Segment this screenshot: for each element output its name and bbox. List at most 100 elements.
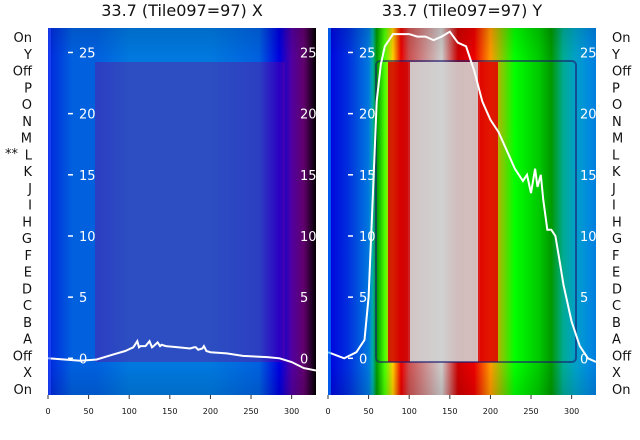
y-tick-label-edge: 25	[300, 46, 317, 61]
y-tick-label: 0	[359, 352, 367, 367]
y-tick-label-edge: 10	[300, 230, 317, 245]
row-label: J	[611, 182, 616, 197]
x-tick-label: 100	[402, 407, 417, 416]
chart-title: 33.7 (Tile097=97) Y	[382, 1, 543, 20]
left-edge-marker	[48, 28, 51, 395]
chart-panel-y: 33.7 (Tile097=97) Y 0 0 5 5 10 10 15 15 20 20 25 25…	[325, 1, 632, 416]
x-tick-label: 300	[564, 407, 579, 416]
x-tick-labels: 0 50 100 150 200 250 300	[325, 395, 579, 416]
row-label: Off	[612, 65, 632, 80]
row-label: On	[612, 31, 630, 46]
row-label: On	[612, 383, 630, 398]
row-label: I	[612, 199, 616, 214]
row-label: P	[612, 81, 620, 96]
y-tick-label-edge: 5	[300, 291, 308, 306]
row-label: O	[22, 98, 32, 113]
x-tick-labels: 0 50 100 150 200 250 300	[45, 395, 299, 416]
row-label: N	[22, 115, 32, 130]
row-label: On	[14, 383, 32, 398]
y-tick-label-edge: 0	[300, 352, 308, 367]
x-tick-label: 250	[243, 407, 258, 416]
row-label: N	[612, 115, 622, 130]
row-label: G	[612, 232, 622, 247]
row-label: L	[25, 148, 33, 163]
row-label: E	[24, 266, 32, 281]
row-label: H	[612, 215, 622, 230]
row-label: Y	[611, 48, 620, 63]
row-label: A	[23, 333, 32, 348]
row-label: M	[612, 132, 623, 147]
x-tick-label: 0	[325, 407, 330, 416]
row-label: F	[612, 249, 619, 264]
x-tick-label: 150	[442, 407, 457, 416]
row-label: X	[23, 366, 32, 381]
y-tick-label-edge: 20	[580, 108, 597, 123]
profile-line	[48, 338, 316, 372]
x-tick-label: 250	[523, 407, 538, 416]
y-tick-label-edge: 5	[580, 291, 588, 306]
y-tick-label-edge: 15	[580, 169, 597, 184]
y-tick-label: 10	[79, 230, 96, 245]
y-tick-label: 10	[359, 230, 376, 245]
y-tick-label: 25	[359, 46, 376, 61]
row-label: X	[612, 366, 621, 381]
x-tick-label: 300	[284, 407, 299, 416]
y-tick-label: 5	[359, 291, 367, 306]
row-label: G	[22, 232, 32, 247]
row-label: K	[612, 165, 621, 180]
row-label: D	[612, 282, 622, 297]
row-label: Off	[13, 349, 33, 364]
y-tick-label-edge: 10	[580, 230, 597, 245]
row-label: C	[612, 299, 621, 314]
row-label: J	[27, 182, 32, 197]
y-tick-label-edge: 20	[300, 108, 317, 123]
y-tick-labels: 0 0 5 5 10 10 15 15 20 20 25 25	[68, 46, 317, 367]
row-label: I	[28, 199, 32, 214]
row-label: H	[22, 215, 32, 230]
row-label: L	[612, 148, 620, 163]
row-label: A	[612, 333, 621, 348]
x-tick-label: 50	[364, 407, 374, 416]
x-tick-label: 150	[162, 407, 177, 416]
heatmap-row-shade	[328, 28, 596, 395]
y-tick-label: 15	[359, 169, 376, 184]
y-tick-label: 20	[359, 108, 376, 123]
row-label: B	[612, 316, 621, 331]
heatmap-row-shade	[48, 28, 316, 395]
y-tick-label-edge: 15	[300, 169, 317, 184]
row-label: Off	[612, 349, 632, 364]
profile-line	[328, 30, 596, 363]
y-tick-label: 25	[79, 46, 96, 61]
y-tick-labels: 0 0 5 5 10 10 15 15 20 20 25 25	[348, 46, 597, 367]
left-edge-marker	[328, 28, 331, 395]
x-tick-label: 200	[483, 407, 498, 416]
y-tick-label: 0	[79, 352, 87, 367]
heatmap-area: 0 0 5 5 10 10 15 15 20 20 25 25	[328, 28, 597, 395]
chart-title: 33.7 (Tile097=97) X	[101, 1, 263, 20]
y-tick-label-edge: 25	[580, 46, 597, 61]
row-label: Off	[13, 65, 33, 80]
x-tick-label: 200	[203, 407, 218, 416]
y-tick-label: 5	[79, 291, 87, 306]
row-label: D	[22, 282, 32, 297]
row-label: M	[21, 132, 32, 147]
row-label: P	[24, 81, 32, 96]
y-tick-label-edge: 0	[580, 352, 588, 367]
row-label: B	[23, 316, 32, 331]
row-label: F	[25, 249, 32, 264]
x-tick-label: 0	[45, 407, 50, 416]
y-tick-label: 15	[79, 169, 96, 184]
row-label: O	[612, 98, 622, 113]
row-marker: **	[5, 147, 19, 162]
row-label: E	[612, 266, 620, 281]
row-label: On	[14, 31, 32, 46]
x-tick-label: 50	[84, 407, 94, 416]
y-tick-label: 20	[79, 108, 96, 123]
x-tick-label: 100	[122, 407, 137, 416]
row-label: Y	[23, 48, 32, 63]
heatmap-area: 0 0 5 5 10 10 15 15 20 20 25 25	[48, 28, 317, 395]
row-label: C	[23, 299, 32, 314]
